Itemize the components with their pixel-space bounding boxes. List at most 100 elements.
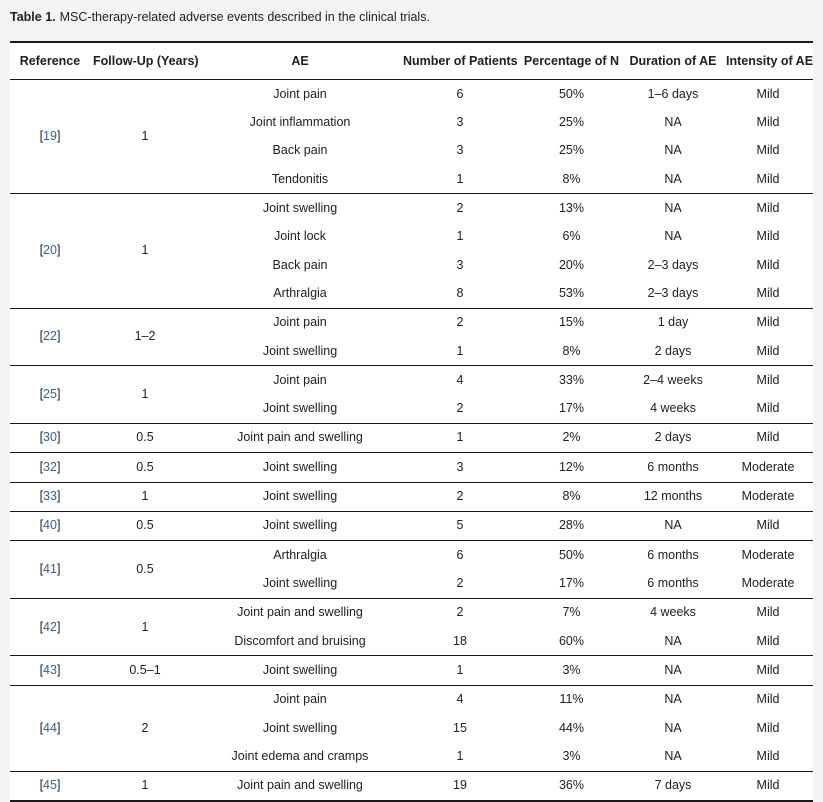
reference-link[interactable]: 32 bbox=[43, 459, 57, 474]
table-row: Back pain 3 20% 2–3 days Mild bbox=[10, 251, 813, 279]
intensity-cell: Mild bbox=[756, 143, 780, 158]
reference-cell: [43] bbox=[10, 655, 90, 686]
duration-cell: NA bbox=[623, 193, 723, 223]
ae-cell: Joint pain bbox=[200, 365, 400, 395]
ae-cell: Joint swelling bbox=[262, 343, 338, 358]
ae-cell: Joint pain and swelling bbox=[200, 422, 400, 453]
percentage-cell: 25% bbox=[558, 143, 585, 158]
ae-cell: Tendonitis bbox=[271, 171, 329, 186]
table-row: Joint edema and cramps 1 3% NA Mild bbox=[10, 742, 813, 771]
patients-cell: 15 bbox=[453, 720, 467, 735]
reference-link[interactable]: 20 bbox=[43, 243, 57, 258]
ae-cell: Joint swelling bbox=[200, 481, 400, 512]
reference-link[interactable]: 44 bbox=[43, 720, 57, 735]
intensity-cell: Mild bbox=[723, 193, 813, 223]
duration-cell: NA bbox=[623, 684, 723, 714]
patients-cell: 1 bbox=[456, 229, 464, 244]
followup-cell: 1–2 bbox=[90, 307, 200, 366]
ae-cell: Joint swelling bbox=[262, 401, 338, 416]
reference-link[interactable]: 42 bbox=[43, 619, 57, 634]
table-row: Tendonitis 1 8% NA Mild bbox=[10, 165, 813, 194]
intensity-cell: Moderate bbox=[741, 576, 795, 591]
column-header-followup: Follow-Up (Years) bbox=[90, 42, 200, 81]
ae-cell: Back pain bbox=[272, 257, 328, 272]
percentage-cell: 28% bbox=[520, 510, 623, 541]
column-header-ae: AE bbox=[200, 42, 400, 81]
ae-cell: Joint swelling bbox=[200, 510, 400, 541]
ae-cell: Arthralgia bbox=[200, 540, 400, 570]
percentage-cell: 17% bbox=[558, 576, 585, 591]
table-row: Back pain 3 25% NA Mild bbox=[10, 137, 813, 165]
table-row: [44] 2 Joint pain 4 11% NA Mild bbox=[10, 684, 813, 772]
duration-cell: 4 weeks bbox=[650, 401, 696, 416]
reference-link[interactable]: 30 bbox=[43, 430, 57, 445]
table-row: [20] 1 Joint swelling 2 13% NA Mild bbox=[10, 193, 813, 309]
patients-cell: 1 bbox=[400, 422, 520, 453]
patients-cell: 1 bbox=[456, 343, 464, 358]
reference-cell: [19] bbox=[39, 129, 61, 144]
duration-cell: NA bbox=[664, 748, 682, 763]
duration-cell: 2–3 days bbox=[647, 285, 699, 300]
followup-cell: 0.5–1 bbox=[90, 655, 200, 686]
ae-cell: Joint swelling bbox=[262, 720, 338, 735]
patients-cell: 4 bbox=[400, 365, 520, 395]
percentage-cell: 3% bbox=[562, 748, 581, 763]
patients-cell: 2 bbox=[456, 401, 464, 416]
duration-cell: 2–4 weeks bbox=[623, 365, 723, 395]
reference-cell: [40] bbox=[10, 510, 90, 541]
patients-cell: 19 bbox=[400, 770, 520, 801]
percentage-cell: 36% bbox=[520, 770, 623, 801]
header-row: Reference Follow-Up (Years) AE Number of… bbox=[10, 42, 813, 81]
patients-cell: 5 bbox=[400, 510, 520, 541]
patients-cell: 6 bbox=[456, 86, 464, 101]
reference-link[interactable]: 19 bbox=[43, 129, 57, 144]
reference-link[interactable]: 43 bbox=[43, 662, 57, 677]
table-row: [45] 1 Joint pain and swelling 19 36% 7 days M… bbox=[10, 770, 813, 801]
reference-link[interactable]: 41 bbox=[43, 561, 57, 576]
percentage-cell: 8% bbox=[562, 171, 581, 186]
intensity-cell: Mild bbox=[756, 171, 780, 186]
followup-cell: 1 bbox=[90, 770, 200, 801]
ae-cell: Joint swelling bbox=[262, 576, 338, 591]
ae-cell: Joint pain bbox=[200, 307, 400, 337]
table-body: [19] 1 Joint pain 6 50% 1–6 days Mild Joint inf… bbox=[10, 80, 813, 801]
reference-link[interactable]: 22 bbox=[43, 329, 57, 344]
duration-cell: 6 months bbox=[623, 540, 723, 570]
percentage-cell: 8% bbox=[520, 481, 623, 512]
ae-cell: Discomfort and bruising bbox=[234, 633, 366, 648]
table-row: [32] 0.5 Joint swelling 3 12% 6 months Moderat… bbox=[10, 452, 813, 482]
reference-link[interactable]: 40 bbox=[43, 518, 57, 533]
duration-cell: NA bbox=[664, 720, 682, 735]
duration-cell: NA bbox=[664, 229, 682, 244]
intensity-cell: Mild bbox=[756, 257, 780, 272]
table-row: Joint swelling 1 8% 2 days Mild bbox=[10, 337, 813, 366]
intensity-cell: Mild bbox=[723, 655, 813, 686]
duration-cell: 4 weeks bbox=[623, 597, 723, 628]
adverse-events-table: Reference Follow-Up (Years) AE Number of… bbox=[10, 41, 813, 802]
patients-cell: 3 bbox=[400, 452, 520, 482]
reference-cell: [30] bbox=[10, 422, 90, 453]
percentage-cell: 12% bbox=[520, 452, 623, 482]
reference-link[interactable]: 45 bbox=[43, 778, 57, 793]
table-header: Reference Follow-Up (Years) AE Number of… bbox=[10, 42, 813, 81]
reference-link[interactable]: 33 bbox=[43, 489, 57, 504]
duration-cell: NA bbox=[664, 115, 682, 130]
duration-cell: 2 days bbox=[654, 343, 692, 358]
percentage-cell: 20% bbox=[558, 257, 585, 272]
patients-cell: 2 bbox=[400, 481, 520, 512]
followup-cell: 2 bbox=[90, 684, 200, 772]
intensity-cell: Mild bbox=[723, 770, 813, 801]
intensity-cell: Mild bbox=[756, 720, 780, 735]
followup-cell: 0.5 bbox=[90, 422, 200, 453]
table-row: [41] 0.5 Arthralgia 6 50% 6 months Moderate bbox=[10, 540, 813, 599]
intensity-cell: Mild bbox=[723, 365, 813, 395]
duration-cell: NA bbox=[664, 143, 682, 158]
intensity-cell: Moderate bbox=[723, 481, 813, 512]
reference-link[interactable]: 25 bbox=[43, 387, 57, 401]
intensity-cell: Mild bbox=[723, 510, 813, 541]
intensity-cell: Mild bbox=[723, 307, 813, 337]
patients-cell: 2 bbox=[456, 576, 464, 591]
ae-cell: Joint pain bbox=[200, 684, 400, 714]
duration-cell: NA bbox=[664, 633, 682, 648]
